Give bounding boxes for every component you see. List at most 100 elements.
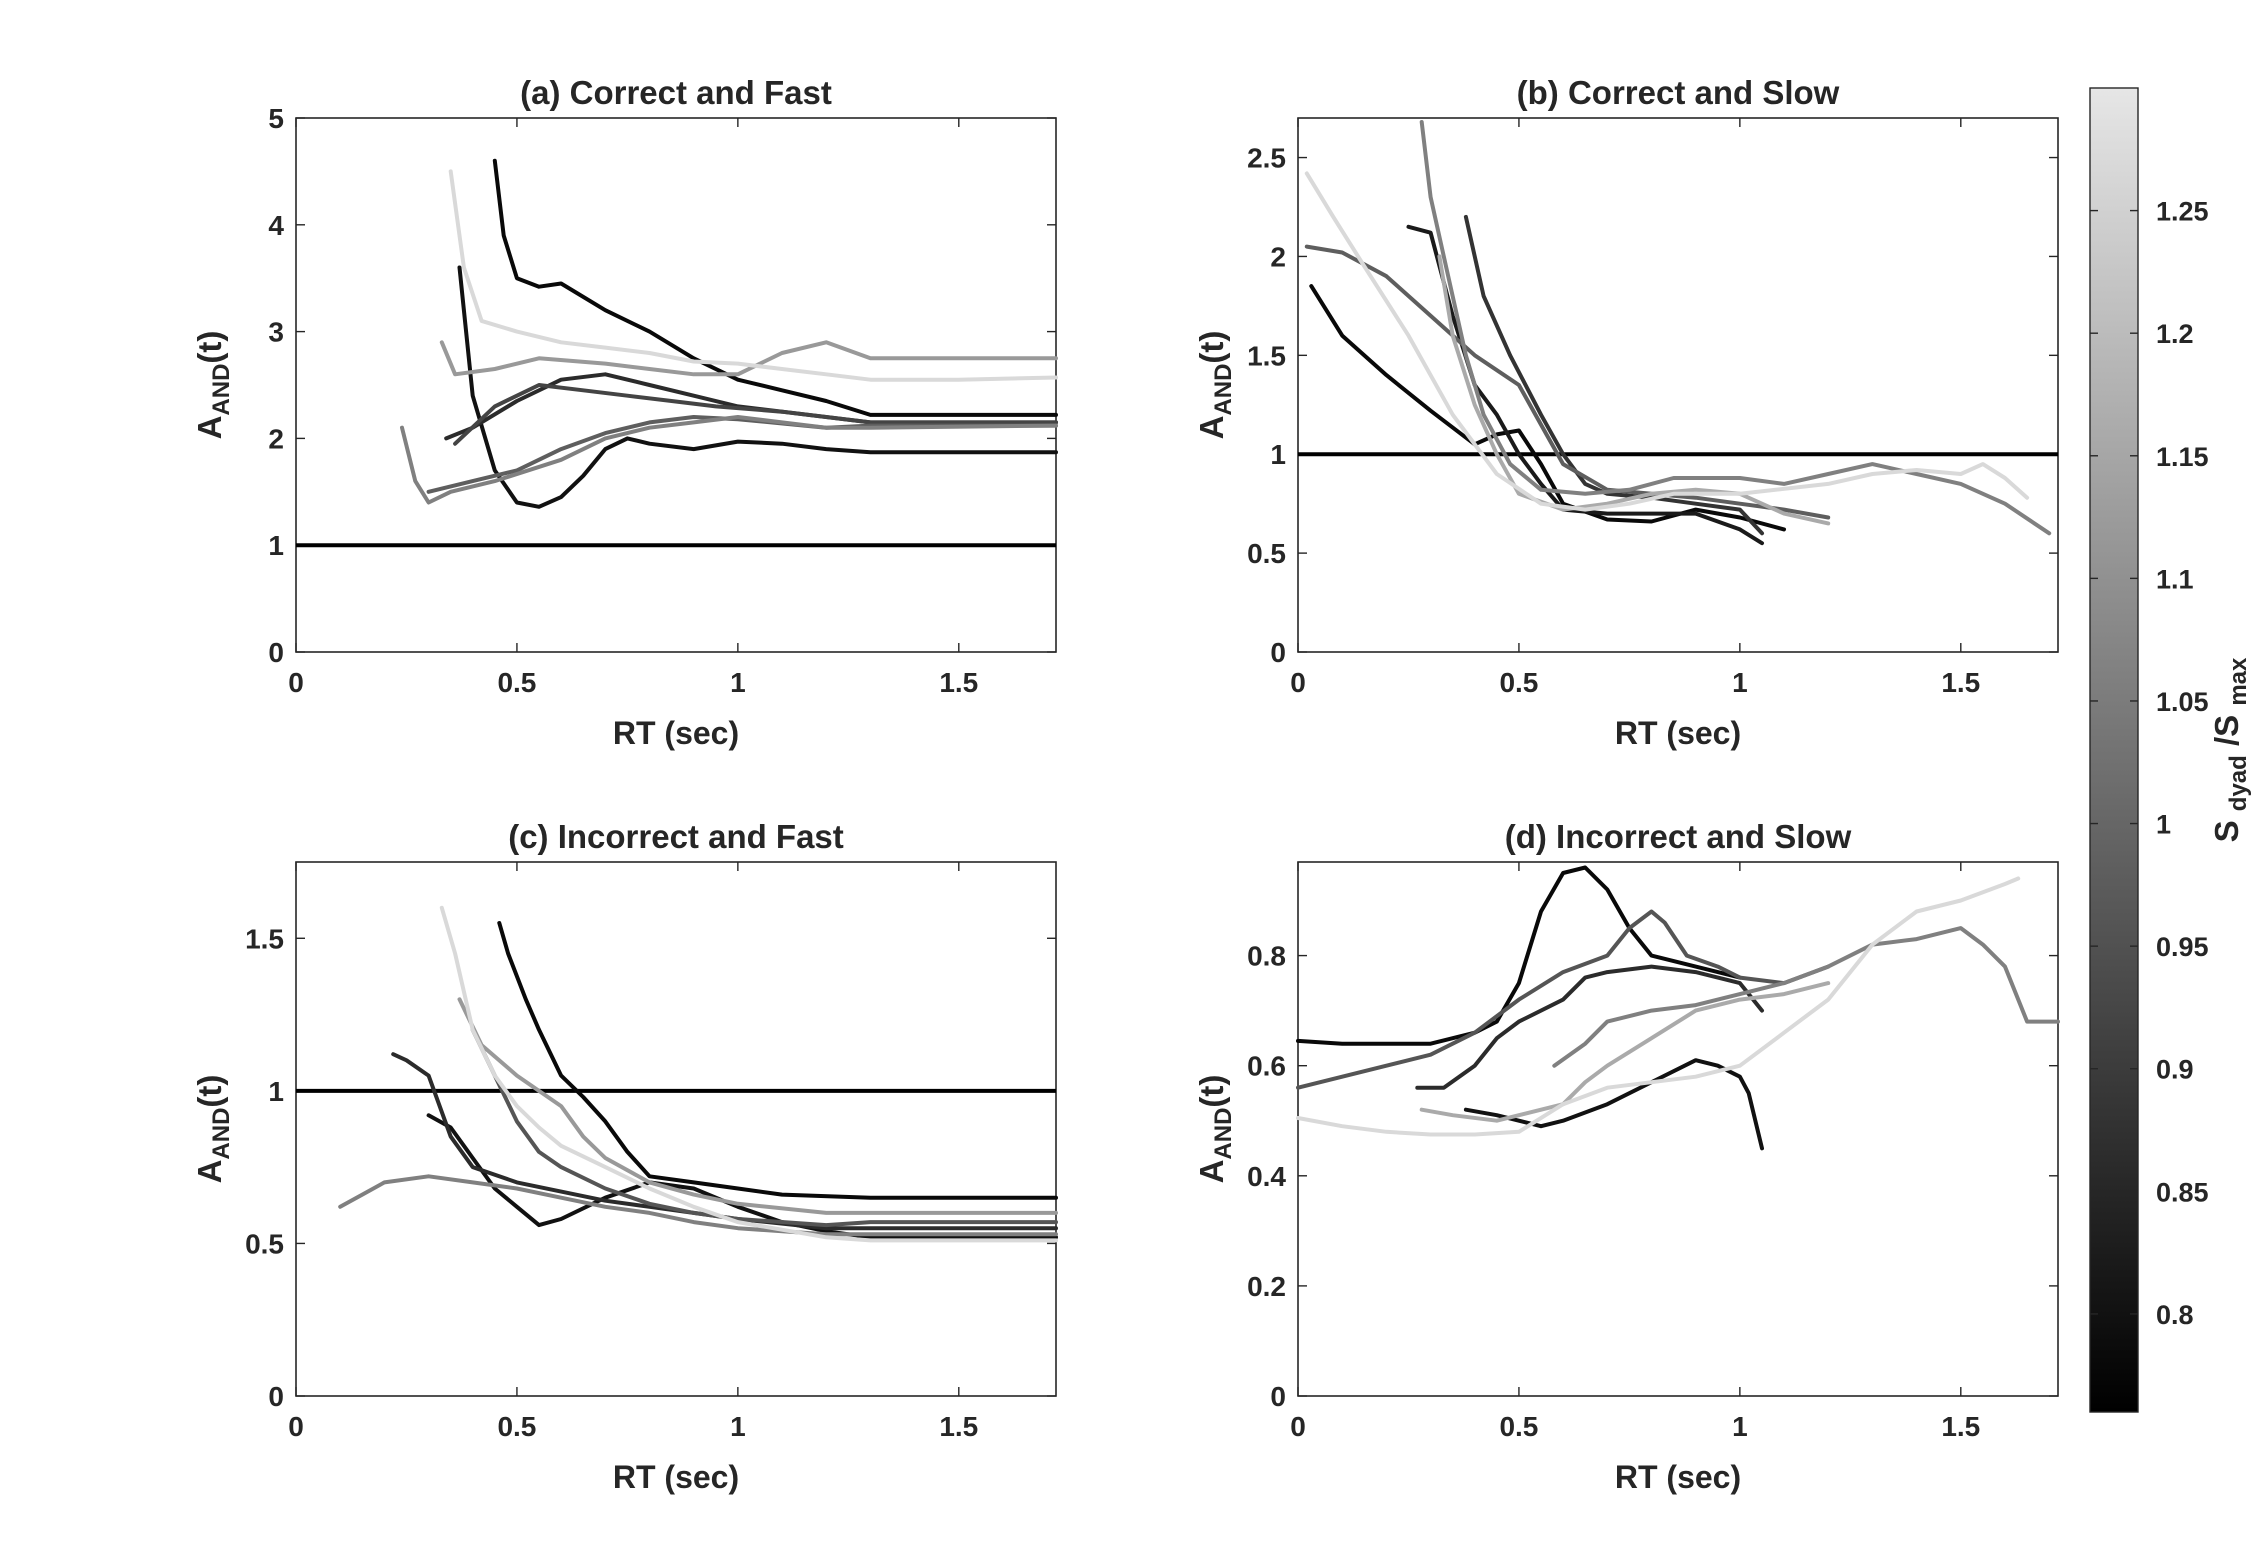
x-tick-label: 1 bbox=[730, 667, 746, 698]
y-tick-label: 2 bbox=[1270, 241, 1286, 272]
x-tick-label: 1.5 bbox=[1941, 1411, 1980, 1442]
colorbar-label-sub1: dyad bbox=[2225, 755, 2252, 811]
colorbar: 0.8 0.85 0.9 0.95 1 1.05 1.1 1.15 1.2 1.25 S dyad… bbox=[2089, 87, 2253, 1413]
y-tick-label: 1 bbox=[268, 1076, 284, 1107]
y-axis-label-sub: AND bbox=[1210, 1108, 1237, 1160]
y-axis-label-main: A bbox=[1193, 416, 1230, 440]
series-line-7 bbox=[1296, 876, 2021, 1137]
plot-area bbox=[1297, 861, 2059, 1397]
x-tick-label: 1 bbox=[1732, 667, 1748, 698]
panels: 0 0.5 1 1.5 0 1 2 3 4 5 (a) Correct and Fast RT (se… bbox=[191, 74, 2060, 1495]
y-axis-label-sub: AND bbox=[208, 364, 235, 416]
series-line-4 bbox=[453, 383, 1058, 446]
colorbar-tick-label: 1.25 bbox=[2156, 197, 2209, 227]
series-line-6 bbox=[1419, 981, 1831, 1123]
colorbar-label: S dyad /S max bbox=[2208, 657, 2253, 842]
panel-3: 0 0.5 1 1.5 0 0.5 1 1.5 (c) Incorrect and Fast RT… bbox=[191, 818, 1058, 1495]
x-tick-label: 0 bbox=[1290, 1411, 1306, 1442]
plot-area bbox=[295, 861, 1057, 1397]
y-tick-label: 3 bbox=[268, 317, 284, 348]
y-tick-label: 1.5 bbox=[245, 923, 284, 954]
y-tick-label: 0.2 bbox=[1247, 1271, 1286, 1302]
x-axis-label: RT (sec) bbox=[613, 715, 739, 751]
x-axis-label: RT (sec) bbox=[613, 1459, 739, 1495]
x-tick-label: 0 bbox=[288, 667, 304, 698]
panel-1: 0 0.5 1 1.5 0 1 2 3 4 5 (a) Correct and Fast RT (se… bbox=[191, 74, 1058, 751]
y-axis-label-suffix: (t) bbox=[191, 331, 228, 364]
y-axis-label: AAND(t) bbox=[1193, 1075, 1237, 1184]
series-line-8 bbox=[448, 169, 1058, 382]
series-line-1 bbox=[497, 921, 1058, 1200]
x-tick-label: 0.5 bbox=[497, 667, 536, 698]
y-tick-label: 0 bbox=[268, 637, 284, 668]
series-line-6 bbox=[457, 997, 1058, 1215]
series-line-2 bbox=[1406, 224, 1764, 546]
y-tick-label: 4 bbox=[268, 210, 284, 241]
colorbar-label-sep: /S bbox=[2208, 715, 2245, 746]
x-tick-label: 1.5 bbox=[939, 1411, 978, 1442]
series-line-4 bbox=[470, 1027, 1058, 1228]
colorbar-tick-label: 1.2 bbox=[2156, 319, 2194, 349]
y-tick-label: 0.6 bbox=[1247, 1051, 1286, 1082]
y-tick-label: 5 bbox=[268, 103, 284, 134]
series-line-5 bbox=[1419, 120, 2052, 536]
colorbar-ticks: 0.8 0.85 0.9 0.95 1 1.05 1.1 1.15 1.2 1.25 bbox=[2090, 197, 2209, 1330]
panel-4: 0 0.5 1 1.5 0 0.2 0.4 0.6 0.8 (d) Incorrect and S… bbox=[1193, 818, 2060, 1495]
series-line-6 bbox=[400, 415, 1058, 505]
series-line-5 bbox=[1552, 926, 2060, 1068]
y-axis-label: AAND(t) bbox=[1193, 331, 1237, 440]
y-axis-label-suffix: (t) bbox=[1193, 331, 1230, 364]
x-tick-label: 1.5 bbox=[1941, 667, 1980, 698]
colorbar-label-main: S bbox=[2208, 820, 2245, 842]
series-line-7 bbox=[1304, 171, 2030, 512]
series-line-1 bbox=[492, 158, 1058, 417]
series-line-2 bbox=[1463, 1058, 1764, 1151]
x-tick-label: 0.5 bbox=[1499, 667, 1538, 698]
series-line-3 bbox=[391, 1052, 1058, 1231]
y-axis-label: AAND(t) bbox=[191, 331, 235, 440]
y-tick-label: 0 bbox=[1270, 637, 1286, 668]
panel-title: (b) Correct and Slow bbox=[1517, 74, 1840, 111]
panel-title: (c) Incorrect and Fast bbox=[508, 818, 844, 855]
y-tick-label: 0.8 bbox=[1247, 941, 1286, 972]
x-tick-label: 0 bbox=[1290, 667, 1306, 698]
colorbar-tick-label: 0.95 bbox=[2156, 932, 2209, 962]
series-line-6 bbox=[1437, 254, 1831, 526]
series-line-1 bbox=[1296, 865, 1742, 1046]
y-axis-label-suffix: (t) bbox=[191, 1075, 228, 1108]
plot-area bbox=[1297, 117, 2059, 653]
colorbar-tick-label: 1 bbox=[2156, 810, 2171, 840]
colorbar-tick-label: 0.85 bbox=[2156, 1177, 2209, 1207]
colorbar-tick-label: 1.1 bbox=[2156, 564, 2194, 594]
colorbar-gradient bbox=[2089, 87, 2139, 1413]
panel-title: (d) Incorrect and Slow bbox=[1505, 818, 1852, 855]
plot-area bbox=[295, 117, 1057, 653]
x-axis-label: RT (sec) bbox=[1615, 1459, 1741, 1495]
y-axis-label: AAND(t) bbox=[191, 1075, 235, 1184]
x-tick-label: 0.5 bbox=[1499, 1411, 1538, 1442]
panel-2: 0 0.5 1 1.5 0 0.5 1 1.5 2 2.5 (b) Correct and Slow… bbox=[1193, 74, 2059, 751]
y-tick-label: 2.5 bbox=[1247, 143, 1286, 174]
colorbar-tick-label: 1.15 bbox=[2156, 442, 2209, 472]
y-tick-label: 0.5 bbox=[245, 1228, 284, 1259]
y-tick-label: 1 bbox=[1270, 439, 1286, 470]
x-tick-label: 1.5 bbox=[939, 667, 978, 698]
y-tick-label: 0 bbox=[268, 1381, 284, 1412]
x-tick-label: 0 bbox=[288, 1411, 304, 1442]
colorbar-label-sub2: max bbox=[2225, 657, 2252, 706]
x-tick-label: 1 bbox=[1732, 1411, 1748, 1442]
series-line-1 bbox=[1309, 284, 1786, 532]
y-axis-label-sub: AND bbox=[208, 1108, 235, 1160]
series-line-7 bbox=[439, 340, 1058, 377]
y-tick-label: 0 bbox=[1270, 1381, 1286, 1412]
colorbar-tick-label: 0.8 bbox=[2156, 1300, 2194, 1330]
y-tick-label: 2 bbox=[268, 423, 284, 454]
y-axis-label-suffix: (t) bbox=[1193, 1075, 1230, 1108]
colorbar-tick-label: 1.05 bbox=[2156, 687, 2209, 717]
y-axis-label-main: A bbox=[1193, 1160, 1230, 1184]
y-tick-label: 1.5 bbox=[1247, 340, 1286, 371]
y-axis-label-main: A bbox=[191, 416, 228, 440]
y-axis-label-main: A bbox=[191, 1160, 228, 1184]
x-tick-label: 1 bbox=[730, 1411, 746, 1442]
